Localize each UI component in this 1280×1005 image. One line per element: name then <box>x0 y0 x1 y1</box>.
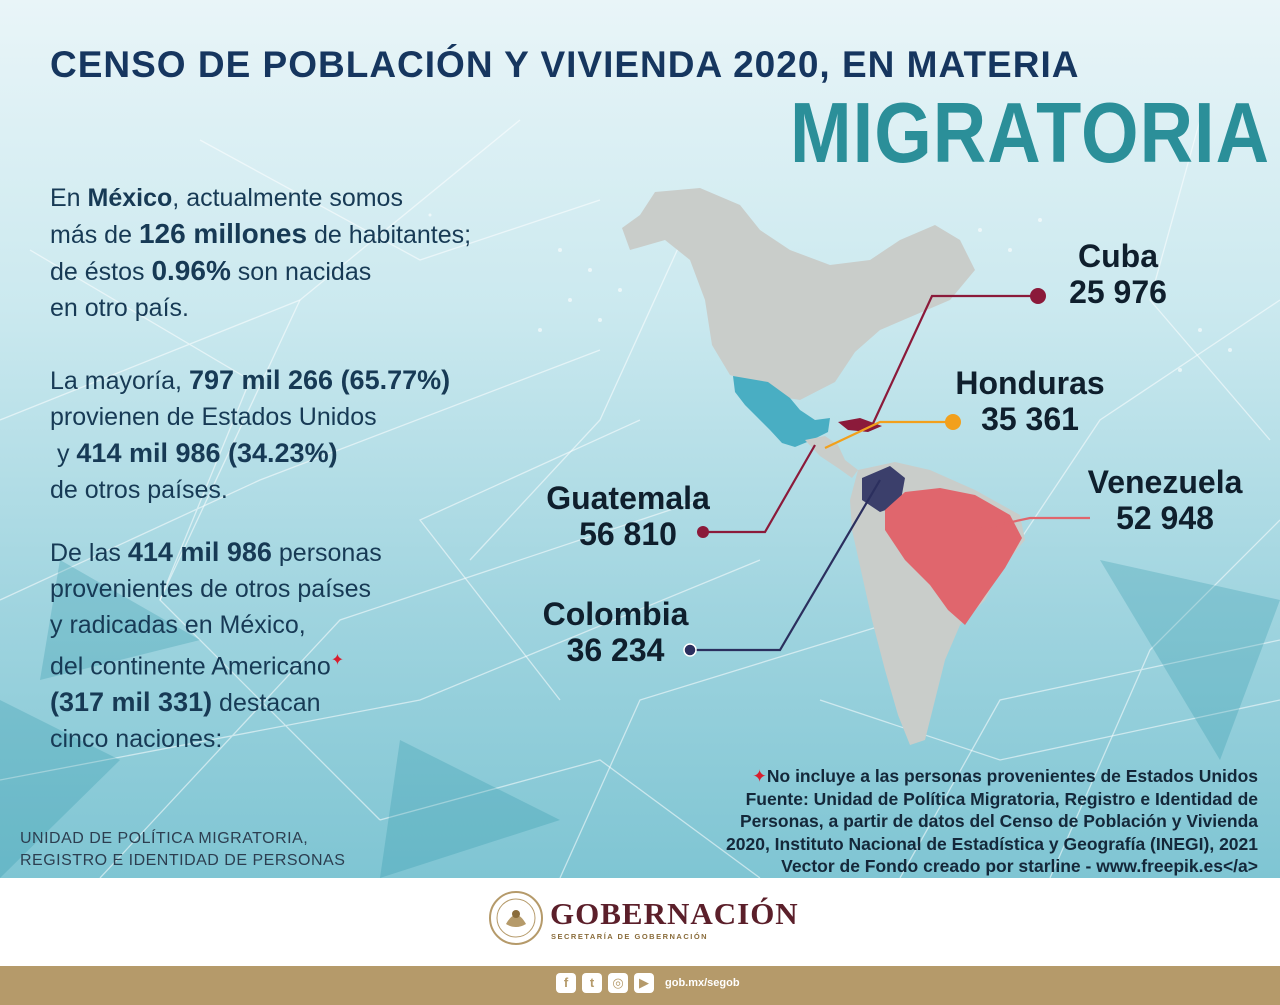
network-lines <box>0 119 1280 878</box>
instagram-icon[interactable]: ◎ <box>608 973 628 993</box>
others-text: provenientes de otros países <box>50 575 372 603</box>
infographic-stage: CENSO DE POBLACIÓN Y VIVIENDA 2020, EN M… <box>0 0 1280 878</box>
background-art <box>0 119 1280 878</box>
social-icons: f t ◎ ▶ <box>556 973 654 993</box>
other-countries-value: 414 mil 986 (34.23%) <box>76 438 338 468</box>
intro-text: son nacidas <box>230 258 372 286</box>
brazil-shape <box>885 488 1022 625</box>
title-line-1: CENSO DE POBLACIÓN Y VIVIENDA 2020, EN M… <box>50 44 1080 85</box>
guatemala-connector <box>703 444 816 534</box>
cuba-connector <box>869 294 1038 431</box>
country-name: Guatemala <box>546 480 710 516</box>
country-value: 35 361 <box>981 401 1079 437</box>
website-link[interactable]: gob.mx/segob <box>665 977 740 989</box>
country-value: 25 976 <box>1069 274 1167 310</box>
label-colombia: Colombia 36 234 <box>528 596 703 668</box>
twitter-icon[interactable]: t <box>582 973 602 993</box>
population-value: 126 millones <box>138 218 308 249</box>
majority-text: La mayoría, <box>50 367 189 395</box>
note-line: Personas, a partir de datos del Censo de… <box>739 811 1258 831</box>
label-cuba: Cuba 25 976 <box>1058 238 1178 310</box>
unit-line: REGISTRO E IDENTIDAD DE PERSONAS <box>20 852 346 869</box>
others-text: De las <box>50 539 128 567</box>
country-value: 56 810 <box>579 516 677 552</box>
honduras-marker <box>945 414 961 430</box>
unit-credit: UNIDAD DE POLÍTICA MIGRATORIA, REGISTRO … <box>20 828 345 872</box>
unit-line: UNIDAD DE POLÍTICA MIGRATORIA, <box>20 830 309 847</box>
connector-lines <box>690 294 1090 652</box>
others-count: 414 mil 986 <box>127 537 272 567</box>
guatemala-marker <box>697 526 709 538</box>
note-line: 2020, Instituto Nacional de Estadística … <box>726 833 1258 854</box>
colombia-marker <box>683 643 697 657</box>
national-seal-icon <box>489 891 543 945</box>
intro-text: en otro país. <box>50 294 189 322</box>
facebook-icon[interactable]: f <box>556 973 576 993</box>
others-text: cinco naciones: <box>50 725 223 754</box>
youtube-icon[interactable]: ▶ <box>634 973 654 993</box>
footer: GOBERNACIÓN SECRETARÍA DE GOBERNACIÓN <box>0 878 1280 970</box>
intro-paragraph: En México, actualmente somos más de 126 … <box>50 180 471 326</box>
country-value: 36 234 <box>566 632 665 668</box>
majority-text: de otros países. <box>50 476 228 504</box>
cuba-marker <box>1030 288 1046 304</box>
title-line-2: MIGRATORIA <box>790 85 1271 181</box>
others-text: personas <box>271 539 382 567</box>
others-text: y radicadas en México, <box>50 611 306 639</box>
mexico-shape <box>733 376 830 447</box>
colombia-shape <box>862 466 905 512</box>
north-america-shape <box>622 188 975 400</box>
majority-text: provienen de Estados Unidos <box>50 403 377 431</box>
intro-text: de éstos <box>50 258 152 286</box>
label-honduras: Honduras 35 361 <box>950 365 1110 437</box>
note-line: Fuente: Unidad de Política Migratoria, R… <box>745 788 1258 809</box>
note-line: No incluye a las personas provenientes d… <box>766 766 1258 786</box>
dot-pattern <box>398 198 1232 372</box>
country-name: Venezuela <box>1087 464 1243 500</box>
others-text: del continente Americano <box>50 652 331 681</box>
asterisk-star-icon: ✦ <box>752 766 767 786</box>
brand-name: GOBERNACIÓN <box>550 896 799 931</box>
asterisk-star-icon: ✦ <box>330 652 345 669</box>
majority-text: y <box>50 440 77 468</box>
note-line: Vector de Fondo creado por starline - ww… <box>781 856 1258 876</box>
others-paragraph: De las 414 mil 986 personas provenientes… <box>50 534 382 757</box>
venezuela-connector <box>974 516 1090 532</box>
country-name: Cuba <box>1078 238 1158 274</box>
brand-subtitle: SECRETARÍA DE GOBERNACIÓN <box>551 932 709 941</box>
honduras-connector <box>824 420 953 449</box>
central-america-shape <box>805 436 858 478</box>
intro-text: de habitantes; <box>307 221 472 249</box>
usa-born-value: 797 mil 266 (65.77%) <box>188 365 451 395</box>
foreign-born-percent: 0.96% <box>151 255 231 286</box>
americas-count: (317 mil 331) <box>50 687 213 718</box>
label-venezuela: Venezuela 52 948 <box>1070 464 1260 536</box>
colombia-connector <box>690 479 881 652</box>
intro-text: más de <box>50 221 139 249</box>
source-notes: ✦No incluye a las personas provenientes … <box>638 765 1258 878</box>
label-guatemala: Guatemala 56 810 <box>528 480 728 552</box>
intro-text: , actualmente somos <box>172 184 403 212</box>
intro-text: En <box>50 184 88 212</box>
others-text: destacan <box>212 689 321 718</box>
triangle-shards <box>0 560 1280 878</box>
majority-paragraph: La mayoría, 797 mil 266 (65.77%) provien… <box>50 362 450 508</box>
social-bar: f t ◎ ▶ gob.mx/segob <box>0 966 1280 1005</box>
country-name: Colombia <box>542 596 689 632</box>
country-name: Honduras <box>955 365 1105 401</box>
country-value: 52 948 <box>1116 500 1214 536</box>
intro-text-bold: México <box>87 184 173 212</box>
